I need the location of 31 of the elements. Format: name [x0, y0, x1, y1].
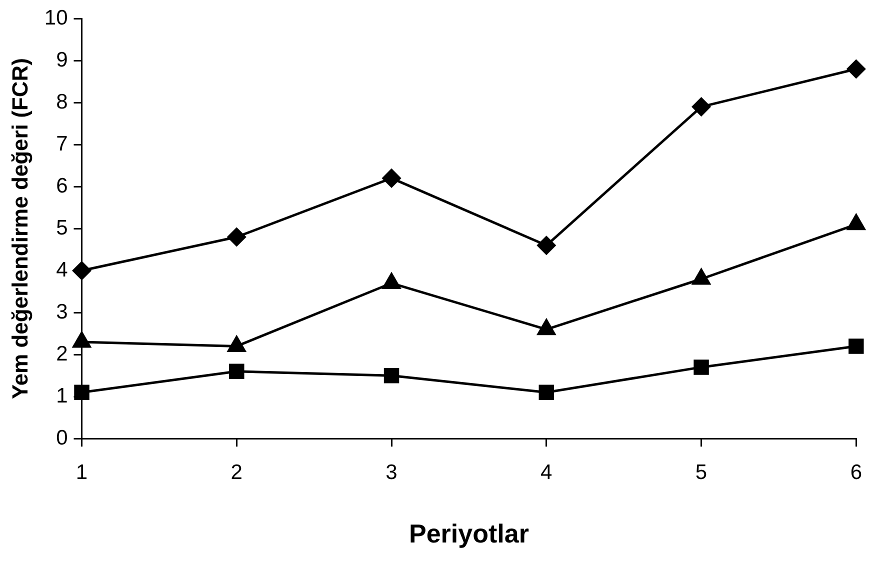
- y-tick-label: 2: [56, 342, 68, 366]
- x-axis-title: Periyotlar: [408, 518, 529, 549]
- y-tick-label: 10: [44, 6, 68, 30]
- point: [382, 168, 401, 188]
- y-axis-title: Yem değerlendirme değeri (FCR): [7, 58, 32, 400]
- point: [694, 360, 709, 375]
- point: [692, 98, 711, 116]
- point: [537, 236, 556, 255]
- point: [72, 261, 92, 280]
- y-tick-label: 1: [56, 384, 68, 408]
- point: [538, 384, 554, 400]
- point: [74, 384, 90, 400]
- x-tick-label: 5: [695, 460, 708, 484]
- y-tick-label: 5: [56, 216, 68, 240]
- x-tick-label: 6: [850, 460, 862, 484]
- y-tick-label: 0: [56, 426, 68, 450]
- y-tick-label: 9: [56, 48, 68, 72]
- point: [229, 364, 244, 380]
- point: [384, 368, 400, 384]
- y-tick-label: 8: [56, 90, 68, 114]
- y-tick-label: 6: [56, 174, 68, 198]
- y-tick-label: 7: [56, 132, 68, 156]
- point: [848, 338, 864, 354]
- x-tick-label: 3: [386, 460, 398, 484]
- x-tick-label: 4: [540, 460, 553, 484]
- y-tick-label: 3: [56, 300, 68, 324]
- y-tick-label: 4: [56, 258, 68, 282]
- x-tick-label: 1: [76, 460, 88, 484]
- point: [846, 60, 866, 78]
- x-tick-label: 2: [230, 460, 242, 484]
- point: [227, 228, 246, 246]
